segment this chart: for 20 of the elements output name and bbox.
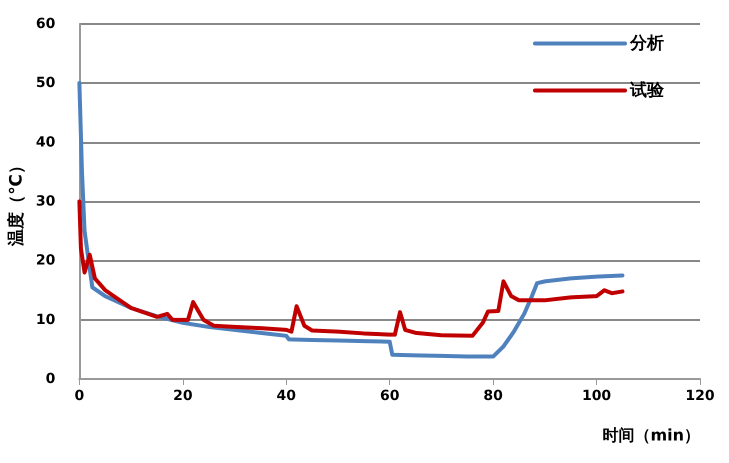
x-tick-label: 60 [380,388,400,404]
y-tick-label: 50 [36,75,56,92]
x-tick-label: 120 [685,388,715,404]
text: 试验 [629,80,665,100]
y-axis-title: 温度（℃） [6,157,26,247]
x-tick-label: 80 [483,388,504,404]
x-tick-label: 100 [582,388,612,404]
y-tick-label: 30 [36,194,56,210]
line-series [77,200,624,338]
x-tick-label: 0 [74,388,85,404]
y-tick-label: 0 [46,371,56,387]
y-tick-label: 20 [36,252,56,269]
x-axis-title: 时间（min） [602,426,700,444]
y-tick-label: 60 [36,16,56,32]
x-tick-label: 40 [276,388,296,404]
text: 分析 [629,34,664,54]
y-tick-label: 40 [36,134,56,150]
x-tick-label: 20 [173,388,193,404]
y-tick-label: 10 [36,312,56,328]
line-series [77,81,624,359]
